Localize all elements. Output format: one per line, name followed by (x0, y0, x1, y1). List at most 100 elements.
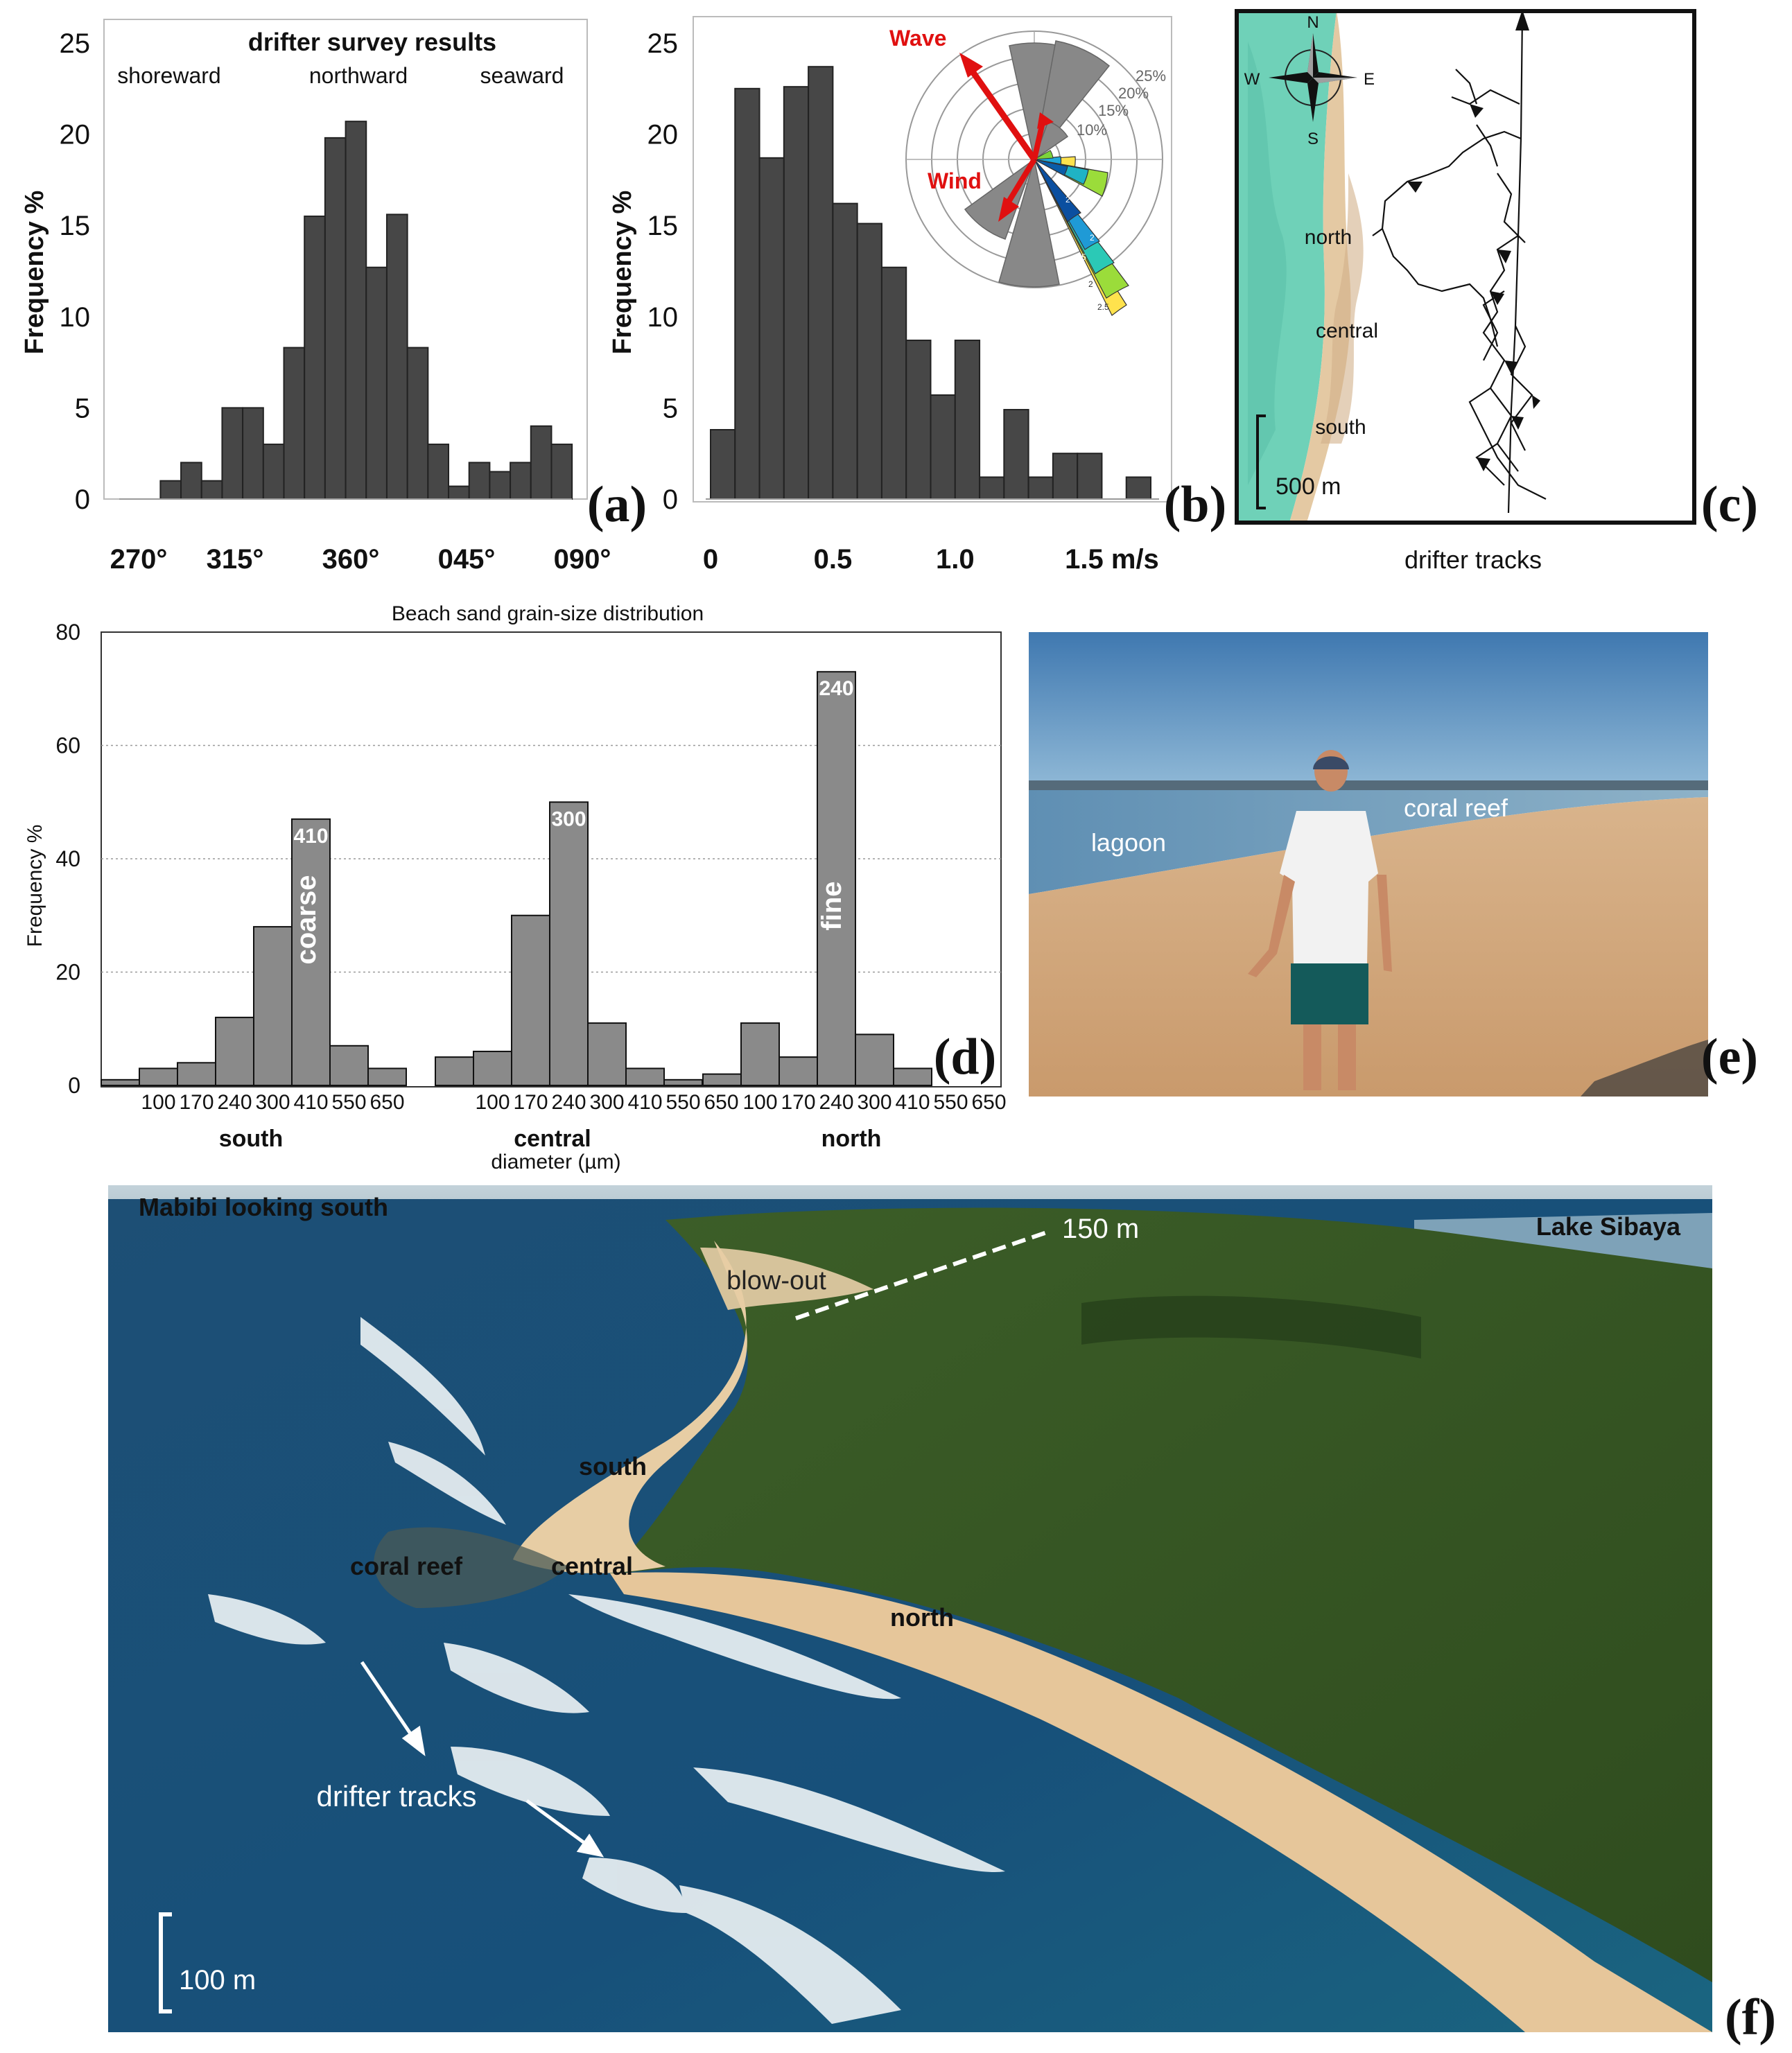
panel-d-peak-label: 300 (551, 807, 586, 830)
panel-d-title: Beach sand grain-size distribution (392, 602, 704, 625)
panel-d-xtick-label: 100 (476, 1091, 510, 1114)
photo-f-surf (208, 1317, 1005, 2024)
panel-b-bar (1052, 453, 1079, 500)
photo-f-height-label: 150 m (1062, 1214, 1139, 1244)
panel-a-ytick-label: 20 (60, 120, 91, 150)
panel-d: Beach sand grain-size distribution 0 20 40… (24, 602, 1007, 1173)
panel-a-ytick-label: 15 (60, 211, 91, 241)
panel-d-xtick-label: 300 (858, 1091, 892, 1114)
panel-b-xtick-label: 1.0 (936, 544, 975, 575)
panel-e-label: (e) (1701, 1029, 1758, 1085)
panel-b: Frequency % 0 5 10 15 20 25 0 0.5 1.0 1.5 m/s (608, 16, 1226, 575)
photo-f-reef (374, 1527, 568, 1608)
panel-a-bar (180, 462, 202, 500)
panel-d-xtick-label: 300 (590, 1091, 625, 1114)
panel-d-bars: 410 300 240 (101, 671, 932, 1087)
panel-a-bar (468, 462, 491, 500)
photo-e-lagoon (1029, 790, 1708, 894)
panel-d-bar (101, 1078, 140, 1086)
rose-bin-label-5: 2.5 (1097, 302, 1109, 312)
panel-b-bar (880, 266, 907, 500)
panel-d-ytick-label: 0 (68, 1073, 80, 1098)
panel-d-ylabel: Frequency % (24, 825, 46, 947)
panel-b-ytick-label: 25 (647, 28, 679, 59)
panel-d-xtick-label: 170 (180, 1091, 214, 1114)
panel-b-bar (808, 66, 834, 500)
panel-a-bar (200, 480, 223, 500)
panel-d-bar (778, 1056, 818, 1086)
panel-a-ylabel: Frequency % (20, 191, 49, 355)
panel-d-note-coarse: coarse (291, 875, 322, 965)
panel-a-bar (242, 407, 264, 500)
panel-b-bar (758, 157, 785, 500)
panel-a-x-axis: 270° 315° 360° 045° 090° (110, 544, 611, 575)
photo-f-scale-bar (159, 1912, 172, 2013)
panel-d-ytick-label: 40 (55, 846, 80, 871)
panel-d-ytick-label: 80 (55, 620, 80, 645)
panel-d-xtick-label: 650 (370, 1091, 405, 1114)
panel-d-xtick-label: 240 (218, 1091, 252, 1114)
panel-d-bar (625, 1067, 665, 1086)
panel-b-y-axis: 0 5 10 15 20 25 (647, 28, 679, 515)
compass-w: W (1244, 70, 1260, 89)
panel-a: drifter survey results shoreward northwa… (20, 19, 647, 575)
panel-b-bars (710, 66, 1151, 500)
panel-c-frame (1235, 9, 1696, 525)
panel-d-xtick-label: 650 (704, 1091, 739, 1114)
panel-b-bar (856, 222, 882, 500)
panel-d-bar (817, 671, 856, 1086)
photo-f-title-left: Mabibi looking south (139, 1193, 388, 1221)
panel-a-bar (550, 444, 573, 500)
panel-d-bar (139, 1067, 178, 1086)
map-reef (1321, 173, 1364, 444)
photo-e-label-lagoon: lagoon (1091, 828, 1166, 857)
panel-d-bar (740, 1022, 780, 1086)
panel-d-xlabel: diameter (µm) (491, 1151, 620, 1173)
photo-f-label-drifter-tracks: drifter tracks (316, 1780, 476, 1812)
panel-c-caption: drifter tracks (1404, 545, 1542, 574)
panel-a-ytick-label: 0 (75, 484, 90, 515)
panel-b-bar (954, 340, 981, 500)
panel-a-bar (510, 462, 532, 500)
panel-a-bar (448, 485, 470, 500)
rose-wave-sector-ssw (964, 157, 1036, 240)
photo-f-dune-blowout (700, 1248, 873, 1310)
map-scale-bar (1256, 414, 1266, 509)
photo-f-label-north: north (890, 1603, 954, 1632)
panel-a-xtick-label: 360° (322, 544, 380, 575)
panel-a-bar (489, 471, 512, 500)
panel-b-bar (979, 476, 1005, 500)
panel-d-group-label: central (514, 1126, 591, 1152)
photo-f-height-line (795, 1230, 1047, 1320)
panel-d-xtick-label: 410 (628, 1091, 663, 1114)
panel-b-ytick-label: 5 (663, 393, 678, 423)
panel-b-xtick-label: 0 (703, 544, 718, 575)
panel-b-bar (1027, 476, 1054, 500)
map-track-arrowheads (1407, 10, 1540, 471)
panel-a-bar (530, 425, 553, 500)
panel-b-bar (734, 87, 760, 500)
panel-f: Mabibi looking south Lake Sibaya 150 m b… (108, 1185, 1776, 2046)
panel-b-bar (905, 340, 932, 500)
panel-a-zone-seaward: seaward (480, 63, 564, 88)
photo-e-person (1248, 750, 1392, 1090)
panel-d-xtick-label: 550 (332, 1091, 367, 1114)
panel-c-label: (c) (1701, 476, 1758, 533)
panel-a-bar (385, 213, 408, 500)
panel-d-xtick-label: 240 (552, 1091, 586, 1114)
panel-b-frame (693, 16, 1172, 503)
panel-a-bar (221, 407, 244, 500)
panel-b-bar (710, 428, 736, 500)
map-scale-label: 500 m (1276, 473, 1341, 500)
map-drifter-tracks (1372, 13, 1547, 514)
panel-d-bar (893, 1067, 932, 1086)
wind-arrow (998, 157, 1037, 222)
panel-a-zone-northward: northward (309, 63, 408, 88)
panel-a-ytick-label: 25 (60, 28, 91, 59)
panel-b-bar (930, 394, 956, 500)
photo-f-scale-label: 100 m (179, 1965, 256, 1995)
panel-d-xtick-label: 550 (934, 1091, 968, 1114)
panel-e: lagoon coral reef (e) (1029, 632, 1758, 1097)
